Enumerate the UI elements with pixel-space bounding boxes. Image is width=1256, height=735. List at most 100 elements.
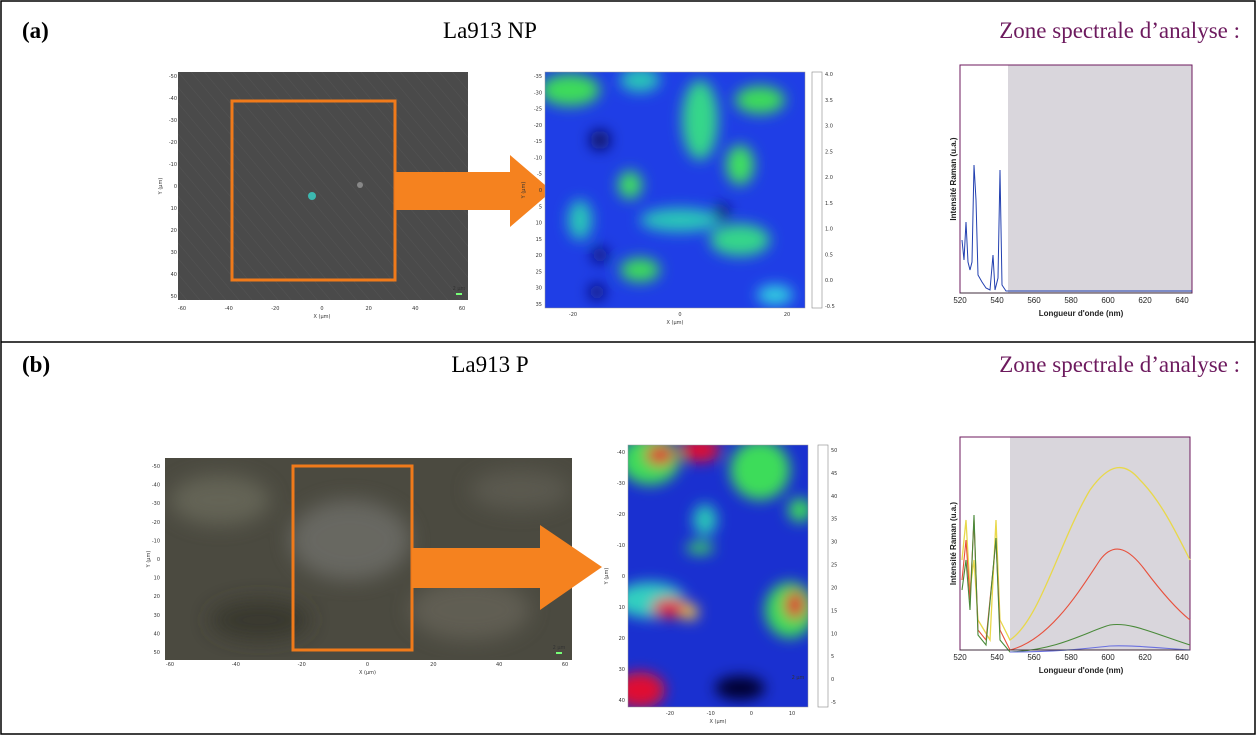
colorbar-tick-label: 50 <box>831 448 837 454</box>
panel-label: (b) <box>22 352 50 377</box>
colorbar-tick-label: 1.0 <box>825 227 833 233</box>
map-frame <box>544 71 806 309</box>
y-tick-label: 35 <box>536 302 542 308</box>
x-tick-label: 0 <box>366 662 369 668</box>
colorbar-tick-label: -5 <box>831 700 836 706</box>
y-tick-label: 0 <box>174 184 177 190</box>
scale-label: 2 µm <box>453 286 466 292</box>
y-tick-label: -40 <box>617 450 625 456</box>
panel-label: (a) <box>22 18 49 43</box>
particle <box>357 182 363 188</box>
x-tick-label: 40 <box>496 662 502 668</box>
y-tick-label: -10 <box>617 543 625 549</box>
panel-title: La913 NP <box>443 18 537 43</box>
y-tick-label: -10 <box>169 162 177 168</box>
axis-label: Y (µm) <box>158 178 164 196</box>
heat-map <box>628 445 808 707</box>
x-tick-label: 10 <box>789 711 795 717</box>
axis-label: Y (µm) <box>146 551 152 569</box>
colorbar-tick-label: 15 <box>831 608 837 614</box>
x-tick-label: 20 <box>430 662 436 668</box>
analysis-zone <box>1010 437 1190 650</box>
y-tick-label: -20 <box>534 123 542 129</box>
colorbar-tick-label: 40 <box>831 494 837 500</box>
colorbar-tick-label: 4.0 <box>825 72 833 78</box>
y-tick-label: 40 <box>154 631 160 637</box>
x-tick-label: 640 <box>1175 653 1189 662</box>
y-tick-label: -30 <box>152 501 160 507</box>
y-tick-label: 0 <box>157 557 160 563</box>
x-tick-label: 540 <box>990 296 1004 305</box>
axis-label: Y (µm) <box>604 568 610 586</box>
y-tick-label: -40 <box>169 96 177 102</box>
y-tick-label: -10 <box>534 155 542 161</box>
y-tick-label: -20 <box>152 520 160 526</box>
y-tick-label: -40 <box>152 483 160 489</box>
axis-label: Intensité Raman (u.a.) <box>949 137 958 220</box>
y-tick-label: -50 <box>169 74 177 80</box>
particle <box>308 192 316 200</box>
y-tick-label: -20 <box>617 512 625 518</box>
y-tick-label: 25 <box>536 269 542 275</box>
panel-b: (b) La913 P Zone spectrale d’analyse : 2… <box>22 352 1240 708</box>
axis-label: Intensité Raman (u.a.) <box>949 502 958 585</box>
y-tick-label: 10 <box>536 221 542 227</box>
scale-label: 2 µm <box>792 675 805 681</box>
y-tick-label: 10 <box>619 605 625 611</box>
x-tick-label: 60 <box>459 306 465 312</box>
analysis-zone <box>1008 65 1192 293</box>
x-tick-label: 560 <box>1027 653 1041 662</box>
heat-map <box>545 72 805 308</box>
y-tick-label: -35 <box>534 74 542 80</box>
scale-bar <box>456 293 462 295</box>
axis-label: X (µm) <box>710 719 727 725</box>
y-tick-label: 10 <box>154 576 160 582</box>
x-tick-label: 540 <box>990 653 1004 662</box>
spectrum-curve <box>961 514 1191 653</box>
y-tick-label: 20 <box>171 228 177 234</box>
x-tick-label: 520 <box>953 296 967 305</box>
colorbar-tick-label: 1.5 <box>825 201 833 207</box>
colorbar-tick-label: 0.5 <box>825 252 833 258</box>
panel-a: (a) La913 NP Zone spectrale d’analyse : … <box>22 18 1240 309</box>
x-tick-label: 20 <box>784 312 790 318</box>
y-tick-label: -20 <box>169 140 177 146</box>
x-tick-label: -20 <box>569 312 577 318</box>
colorbar-tick-label: 20 <box>831 585 837 591</box>
y-tick-label: -30 <box>169 118 177 124</box>
x-tick-label: 20 <box>365 306 371 312</box>
x-tick-label: -40 <box>232 662 240 668</box>
colorbar-tick-label: 2.0 <box>825 175 833 181</box>
y-tick-label: 20 <box>619 636 625 642</box>
axis-label: Y (µm) <box>521 182 527 200</box>
panel-title: La913 P <box>451 352 528 377</box>
colorbar-tick-label: 10 <box>831 631 837 637</box>
x-tick-label: -60 <box>178 306 186 312</box>
y-tick-label: 30 <box>154 613 160 619</box>
axis-label: Longueur d'onde (nm) <box>1039 309 1124 318</box>
colorbar-tick-label: 0 <box>831 677 834 683</box>
y-tick-label: 30 <box>619 667 625 673</box>
spectrum-curve <box>961 519 1191 651</box>
colorbar-tick-label: -0.5 <box>825 304 835 310</box>
y-tick-label: 30 <box>536 286 542 292</box>
arrow <box>412 525 602 610</box>
x-tick-label: -10 <box>707 711 715 717</box>
y-tick-label: -25 <box>534 107 542 113</box>
map-frame <box>627 444 809 708</box>
x-tick-label: -20 <box>271 306 279 312</box>
x-tick-label: -20 <box>666 711 674 717</box>
y-tick-label: 0 <box>622 574 625 580</box>
x-tick-label: 620 <box>1138 653 1152 662</box>
y-tick-label: 50 <box>171 294 177 300</box>
y-tick-label: -30 <box>534 90 542 96</box>
x-tick-label: 580 <box>1064 653 1078 662</box>
x-tick-label: 40 <box>412 306 418 312</box>
y-tick-label: 10 <box>171 206 177 212</box>
colorbar-tick-label: 3.5 <box>825 98 833 104</box>
colorbar-tick-label: 5 <box>831 654 834 660</box>
colorbar-tick-label: 25 <box>831 563 837 569</box>
axis-label: X (µm) <box>314 314 331 320</box>
